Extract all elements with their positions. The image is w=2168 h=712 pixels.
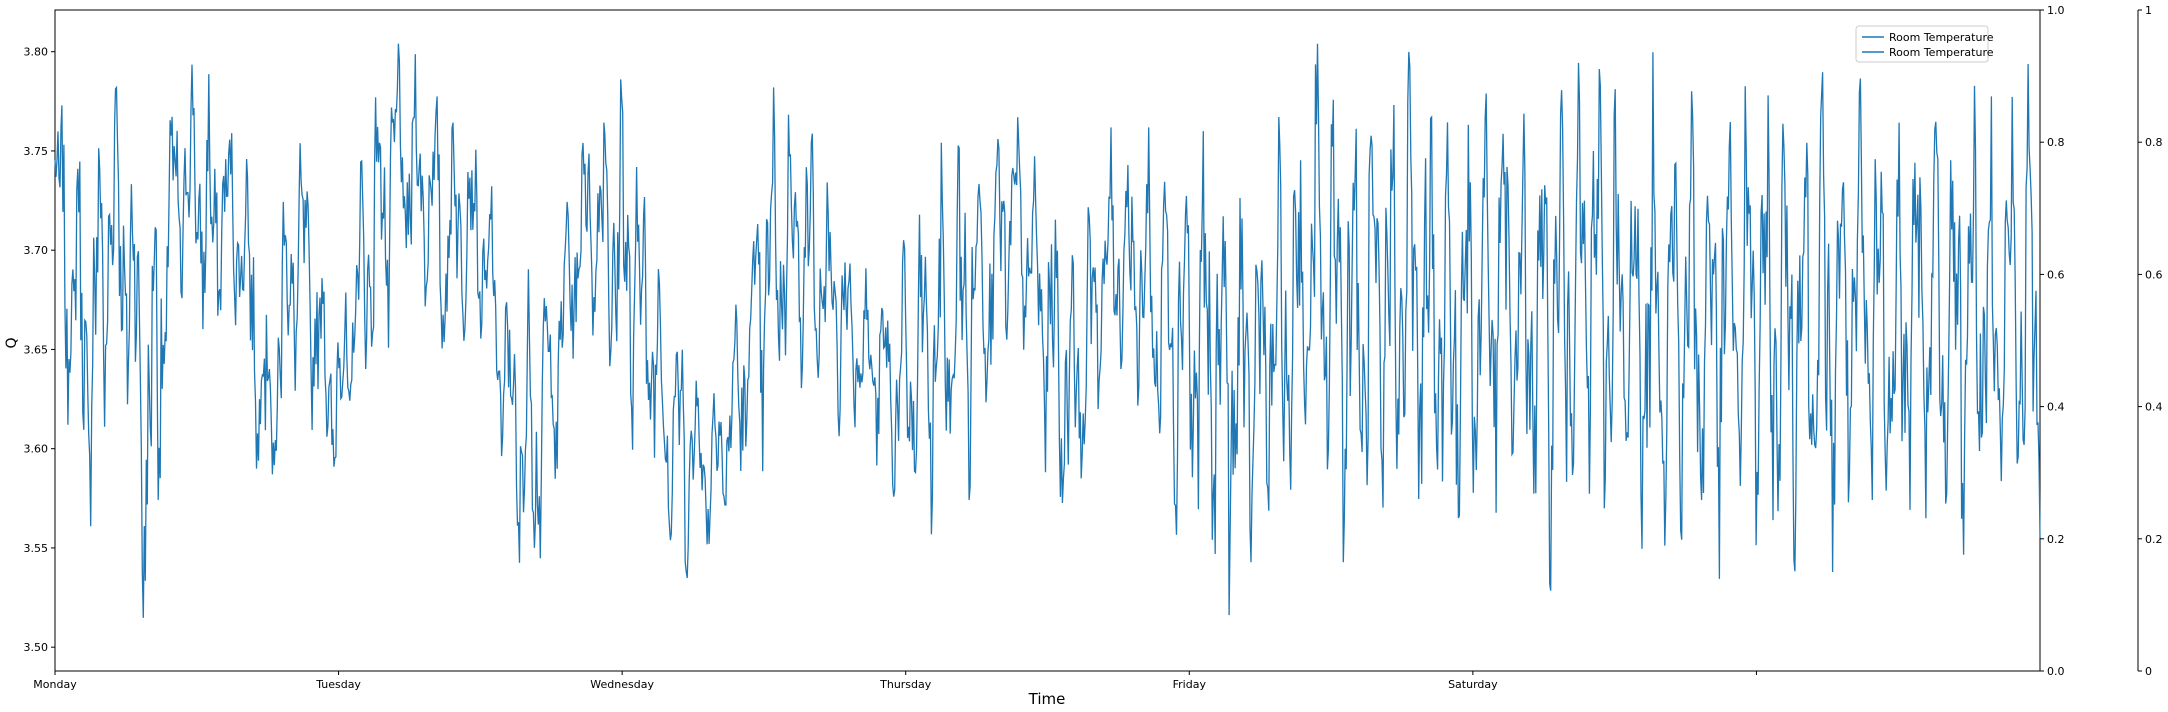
y-tick-label: 3.75 bbox=[24, 145, 49, 158]
x-tick-label: Tuesday bbox=[315, 678, 361, 691]
right-tick-label: 0.2 bbox=[2047, 533, 2065, 546]
plot-frame bbox=[54, 9, 2041, 672]
outer-tick-label: 0.6 bbox=[2145, 268, 2163, 281]
outer-tick-label: 1 bbox=[2145, 4, 2152, 17]
y-tick-label: 3.55 bbox=[24, 542, 49, 555]
right-tick-label: 0.4 bbox=[2047, 401, 2065, 414]
plot-area bbox=[54, 9, 2041, 672]
outer-tick-label: 0.8 bbox=[2145, 136, 2163, 149]
right-tick-label: 0.6 bbox=[2047, 268, 2065, 281]
y-axis-ticks: 3.50 3.55 3.60 3.65 3.70 3.75 3.80 bbox=[24, 46, 55, 654]
y-tick-label: 3.80 bbox=[24, 46, 49, 59]
legend-label: Room Temperature bbox=[1889, 46, 1994, 59]
legend-label: Room Temperature bbox=[1889, 31, 1994, 44]
y-tick-label: 3.65 bbox=[24, 343, 49, 356]
x-axis-ticks: Monday Tuesday Wednesday Thursday Friday Satu… bbox=[33, 671, 1757, 691]
right-tick-label: 0.8 bbox=[2047, 136, 2065, 149]
x-tick-label: Wednesday bbox=[590, 678, 654, 691]
y-tick-label: 3.70 bbox=[24, 244, 49, 257]
x-tick-label: Thursday bbox=[879, 678, 932, 691]
right-tick-label: 0.0 bbox=[2047, 665, 2065, 678]
right-axis-ticks: 0.0 0.2 0.4 0.6 0.8 1.0 bbox=[2040, 4, 2065, 678]
outer-tick-label: 0.2 bbox=[2145, 533, 2163, 546]
y-tick-label: 3.50 bbox=[24, 641, 49, 654]
outer-axis-ticks: 0 0.2 0.4 0.6 0.8 1 bbox=[2137, 4, 2163, 678]
legend: Room Temperature Room Temperature bbox=[1855, 25, 1994, 63]
legend-box bbox=[1855, 25, 1989, 63]
x-tick-label: Friday bbox=[1173, 678, 1207, 691]
x-axis-label: Time bbox=[1028, 690, 1066, 708]
right-tick-label: 1.0 bbox=[2047, 4, 2065, 17]
y-tick-label: 3.60 bbox=[24, 443, 49, 456]
outer-tick-label: 0.4 bbox=[2145, 401, 2163, 414]
outer-tick-label: 0 bbox=[2145, 665, 2152, 678]
y-axis-label: Q bbox=[4, 337, 20, 348]
series-line-room-temperature bbox=[54, 43, 2041, 618]
x-tick-label: Saturday bbox=[1448, 678, 1498, 691]
x-tick-label: Monday bbox=[33, 678, 77, 691]
